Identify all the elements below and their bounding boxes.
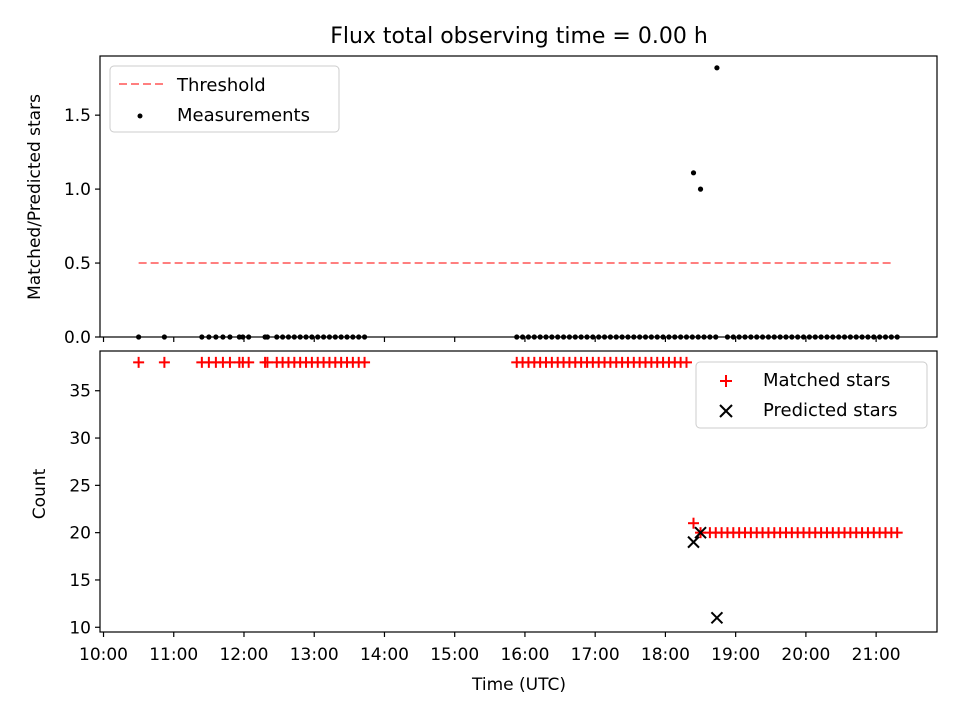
panel-top: 0.0 0.5 1.0 1.5 Matched/Predicted stars Thr…	[25, 55, 938, 348]
matched-star-point	[158, 356, 170, 368]
bottom-marks	[133, 356, 903, 625]
x-axis-label: Time (UTC)	[471, 675, 566, 695]
y-tick-label: 15	[69, 571, 91, 591]
x-tick-label: 16:00	[500, 645, 549, 665]
y-tick-label: 1.5	[64, 106, 91, 126]
x-tick-label: 20:00	[781, 645, 830, 665]
top-y-ticks: 0.0 0.5 1.0 1.5	[64, 106, 100, 348]
x-tick-label: 19:00	[711, 645, 760, 665]
matched-star-point	[261, 356, 273, 368]
top-y-axis-label: Matched/Predicted stars	[25, 94, 45, 300]
bottom-y-ticks: 10 15 20 25 30 35	[69, 382, 100, 638]
y-tick-label: 20	[69, 524, 91, 544]
predicted-star-point	[694, 526, 707, 539]
matched-star-point	[688, 517, 700, 529]
x-tick-label: 15:00	[430, 645, 479, 665]
matched-star-point	[133, 356, 145, 368]
matched-star-point	[891, 527, 903, 539]
top-legend: Threshold Measurements	[109, 65, 340, 133]
y-tick-label: 35	[69, 382, 91, 402]
matched-star-point	[243, 356, 255, 368]
top-x-ticks	[102, 337, 877, 342]
legend-measurements-swatch	[137, 113, 143, 119]
x-tick-label: 13:00	[290, 645, 339, 665]
top-axes-frame	[99, 55, 938, 338]
y-tick-label: 25	[69, 476, 91, 496]
y-tick-label: 30	[69, 429, 91, 449]
bottom-axes-frame	[99, 350, 938, 633]
measurement-point	[697, 186, 704, 192]
bottom-x-ticks: 10:00 11:00 12:00 13:00 14:00 15:00 16:00 17:00…	[79, 632, 901, 665]
legend-measurements-label: Measurements	[177, 105, 310, 126]
predicted-star-point	[687, 535, 700, 549]
chart-title: Flux total observing time = 0.00 h	[330, 24, 708, 49]
x-tick-label: 14:00	[360, 645, 409, 665]
bottom-legend-box	[695, 361, 928, 429]
y-tick-label: 0.5	[64, 254, 91, 274]
bottom-y-axis-label: Count	[30, 468, 50, 519]
legend-matched-label: Matched stars	[763, 370, 890, 391]
legend-predicted-label: Predicted stars	[763, 400, 897, 421]
measurement-point	[714, 65, 720, 71]
matched-star-point	[680, 356, 692, 368]
x-tick-label: 12:00	[219, 645, 268, 665]
matched-star-point	[359, 356, 371, 368]
y-tick-label: 0.0	[64, 328, 91, 348]
legend-threshold-label: Threshold	[176, 75, 266, 96]
matched-star-point	[224, 356, 236, 368]
x-tick-label: 11:00	[149, 645, 198, 665]
legend-predicted-swatch	[719, 404, 733, 418]
x-tick-label: 10:00	[79, 645, 128, 665]
legend-matched-swatch	[720, 375, 732, 387]
measurement-point	[690, 170, 697, 176]
bottom-legend: Matched stars Predicted stars	[695, 361, 928, 429]
top-legend-box	[109, 65, 340, 133]
y-tick-label: 10	[69, 618, 91, 638]
x-tick-label: 17:00	[571, 645, 620, 665]
predicted-star-point	[710, 611, 724, 625]
x-tick-label: 21:00	[852, 645, 901, 665]
panel-bottom: 10 15 20 25 30 35 10:00 11:00 12:00 13:00 14:00 15…	[30, 350, 938, 695]
x-tick-label: 18:00	[641, 645, 690, 665]
y-tick-label: 1.0	[64, 180, 91, 200]
